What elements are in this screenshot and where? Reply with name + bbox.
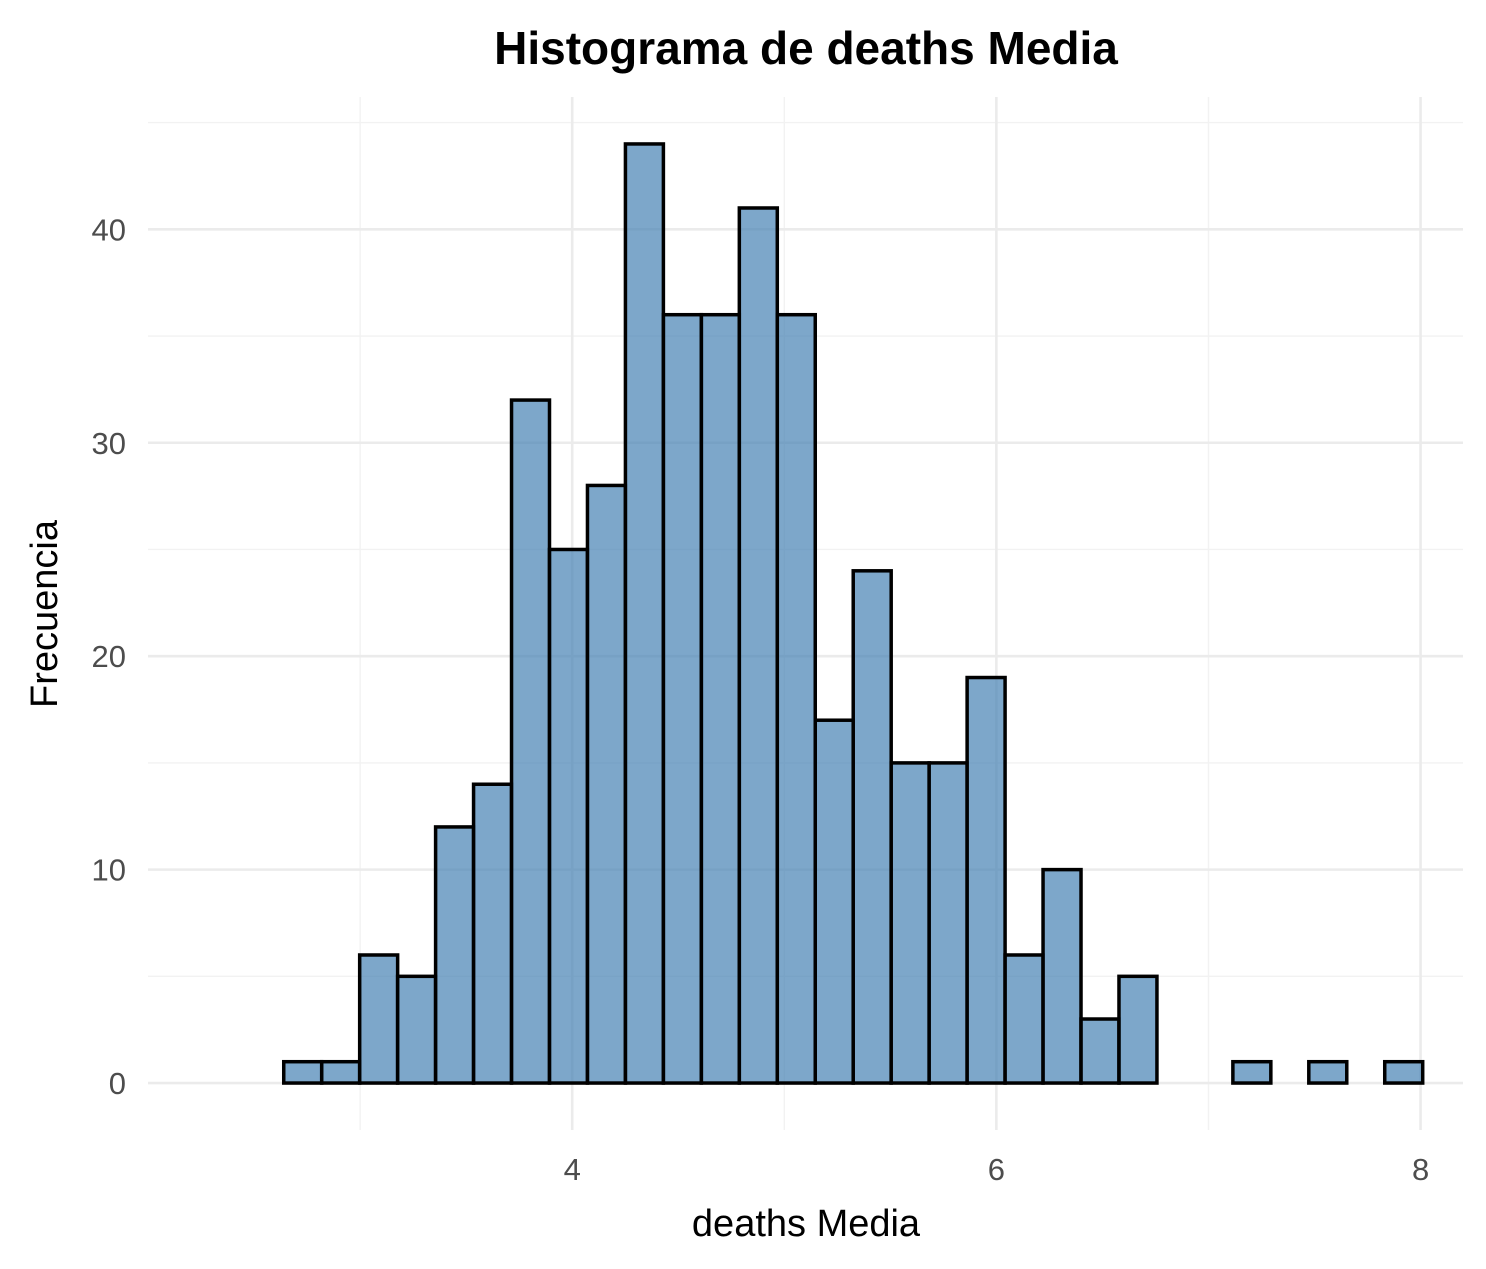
histogram-bar [1079,1017,1121,1085]
y-tick-label: 40 [92,212,126,247]
histogram-bar [851,569,893,1085]
histogram-bar [1003,953,1045,1085]
histogram-bar [281,1059,324,1085]
histogram-bar [965,675,1007,1085]
histogram-bar [1307,1059,1349,1085]
chart-title: Histograma de deaths Media [494,22,1118,74]
histogram-bar [471,782,514,1085]
histogram-bar [1231,1059,1273,1085]
histogram-bar [1382,1059,1425,1085]
histogram-bar [357,953,400,1085]
x-tick-label: 8 [1412,1152,1429,1187]
tick-labels-layer: 4 6 8 0 10 20 30 40 [92,212,1430,1187]
histogram-bar [585,483,628,1085]
y-tick-label: 0 [109,1066,126,1101]
histogram-bar [889,761,931,1085]
y-axis-label: Frecuencia [24,519,66,708]
histogram-bar [661,312,704,1085]
histogram-bar [395,974,438,1085]
x-axis-label: deaths Media [692,1203,921,1245]
histogram-bar [813,718,855,1085]
histogram-bar [1117,974,1159,1085]
histogram-bar [927,761,969,1085]
y-tick-label: 30 [92,426,126,461]
histogram-bar [623,142,666,1085]
y-tick-label: 20 [92,639,126,674]
histogram-bar [699,312,742,1085]
histogram-bar [509,398,552,1085]
histogram-bar [547,547,590,1085]
histogram-bar [433,825,476,1085]
histogram-bar [319,1059,362,1085]
histogram-bar [775,312,818,1085]
x-tick-label: 6 [988,1152,1005,1187]
y-tick-label: 10 [92,853,126,888]
histogram-bar [737,206,780,1085]
histogram-bar [1041,867,1083,1085]
bars-layer [281,142,1425,1085]
x-tick-label: 4 [564,1152,581,1187]
